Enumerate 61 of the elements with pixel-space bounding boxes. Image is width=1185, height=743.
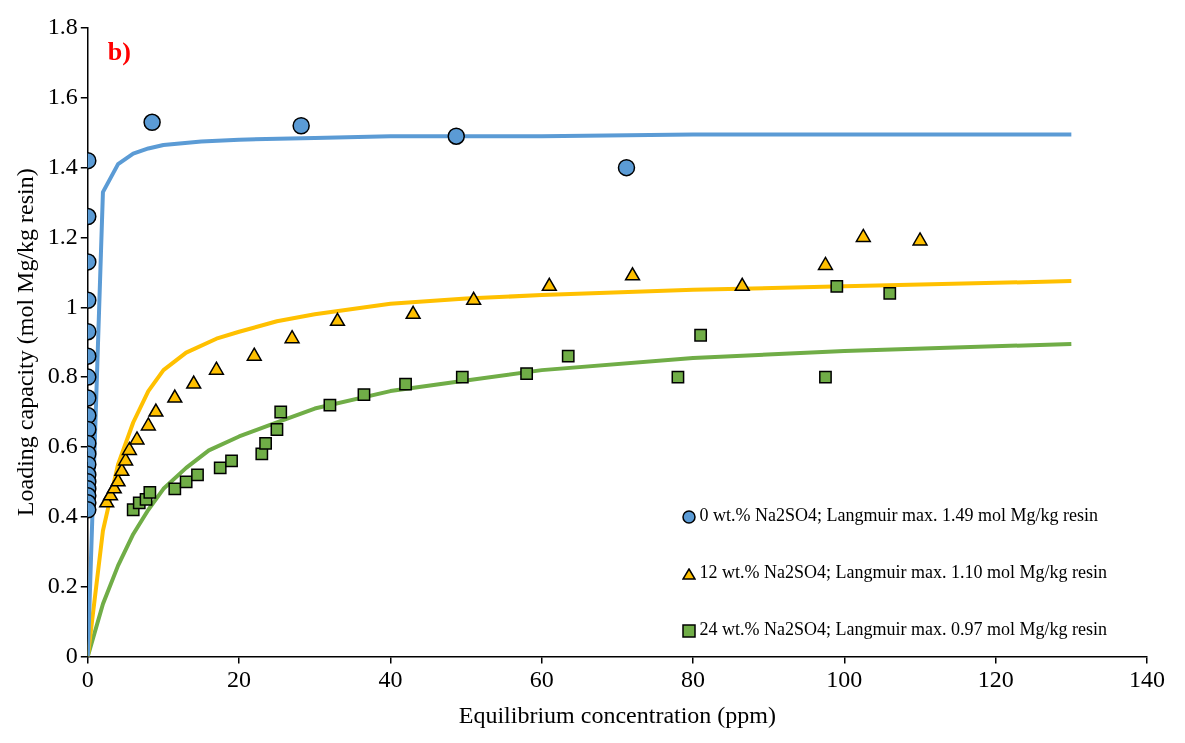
point <box>830 279 844 293</box>
point <box>259 437 272 450</box>
point <box>143 485 157 499</box>
point <box>465 291 482 306</box>
y-tick-label: 0.2 <box>47 571 78 598</box>
y-tick-label: 0.8 <box>47 362 78 389</box>
x-tick-label: 140 <box>1129 666 1165 693</box>
point <box>284 329 300 344</box>
point <box>455 370 469 384</box>
y-axis-title: Loading capacity (mol Mg/kg resin) <box>11 168 38 517</box>
y-tick-label: 0.4 <box>47 502 78 529</box>
legend-label: 0 wt.% Na2SO4; Langmuir max. 1.49 mol Mg/kg resin <box>699 505 1098 525</box>
point <box>819 370 832 384</box>
point <box>817 256 834 271</box>
chart-title: b) <box>107 36 131 66</box>
point <box>246 347 262 361</box>
point <box>129 431 145 445</box>
point <box>179 475 193 489</box>
point <box>541 277 557 292</box>
point <box>399 377 412 391</box>
point <box>270 423 284 436</box>
point <box>208 361 225 375</box>
point <box>121 441 138 456</box>
point <box>561 349 575 363</box>
x-tick-label: 120 <box>977 666 1014 693</box>
y-tick-label: 1.8 <box>47 13 78 40</box>
point <box>191 468 204 482</box>
legend-label: 24 wt.% Na2SO4; Langmuir max. 0.97 mol Mg/kg resin <box>699 619 1107 639</box>
point <box>624 267 641 281</box>
point <box>186 375 202 389</box>
point <box>167 389 183 403</box>
point <box>213 461 227 475</box>
point <box>671 370 685 384</box>
point <box>274 405 288 419</box>
point <box>520 367 534 381</box>
point <box>883 286 897 300</box>
point <box>405 305 421 320</box>
point <box>140 417 156 431</box>
y-tick-label: 0 <box>65 641 78 668</box>
point <box>329 312 346 326</box>
x-tick-label: 60 <box>529 666 554 693</box>
point <box>148 403 164 417</box>
x-tick-label: 80 <box>681 666 706 693</box>
y-tick-label: 1 <box>65 292 78 319</box>
point <box>357 388 371 401</box>
x-tick-label: 20 <box>227 666 252 693</box>
x-axis-title: Equilibrium concentration (ppm) <box>458 701 777 728</box>
y-tick-label: 0.6 <box>47 432 78 459</box>
point <box>323 398 337 412</box>
point <box>694 328 708 342</box>
point <box>168 482 182 496</box>
y-tick-label: 1.6 <box>47 83 78 110</box>
point <box>855 228 871 243</box>
x-tick-label: 100 <box>826 666 863 693</box>
y-tick-label: 1.2 <box>47 222 78 249</box>
x-tick-label: 40 <box>378 666 403 693</box>
point <box>734 277 750 292</box>
point <box>225 454 238 468</box>
legend-label: 12 wt.% Na2SO4; Langmuir max. 1.10 mol Mg/kg resin <box>699 562 1107 582</box>
point <box>912 232 928 246</box>
y-tick-label: 1.4 <box>47 152 78 179</box>
